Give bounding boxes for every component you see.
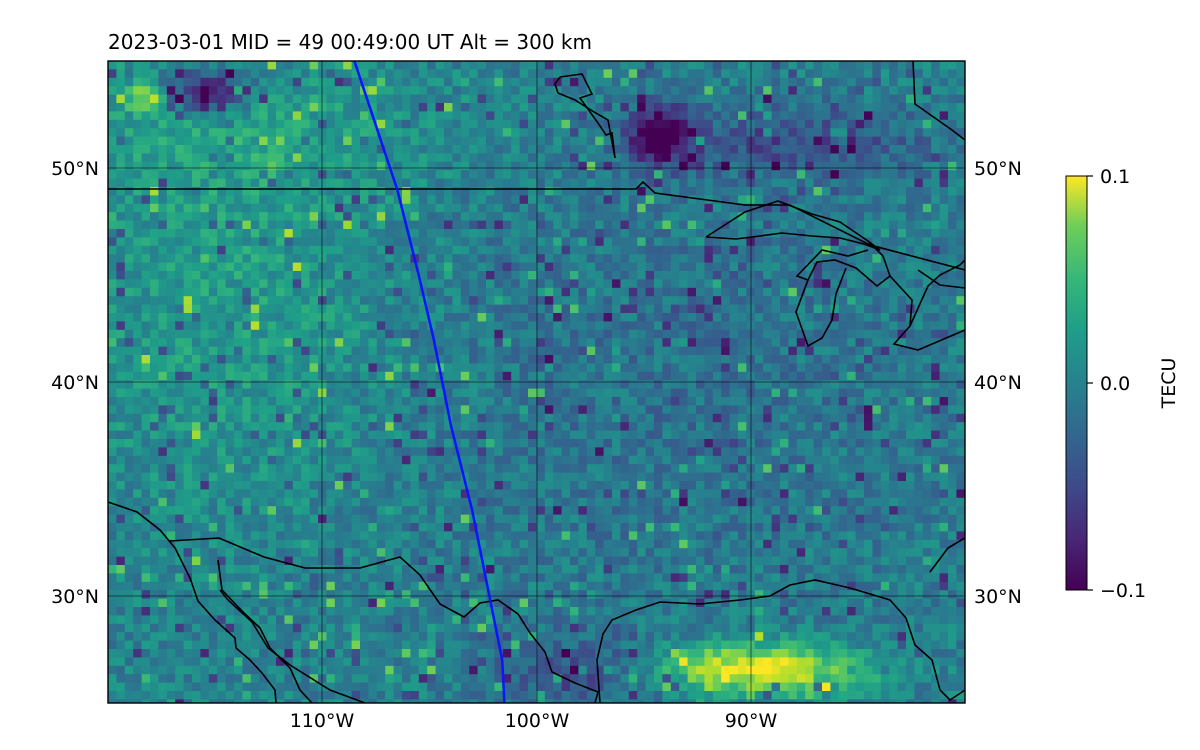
lon-labels: 110°W 100°W 90°W xyxy=(290,710,778,732)
gulf-of-california-coast xyxy=(217,559,313,703)
lon-label: 100°W xyxy=(505,710,570,732)
map-area xyxy=(108,61,965,703)
lake-winnipeg xyxy=(554,73,616,159)
colorbar: 0.1 0.0 −0.1 TECU xyxy=(1065,166,1180,602)
lat-label: 50°N xyxy=(51,158,99,180)
map-title: 2023-03-01 MID = 49 00:49:00 UT Alt = 30… xyxy=(108,30,592,54)
lat-label: 40°N xyxy=(974,372,1022,394)
lat-labels-left: 50°N 40°N 30°N xyxy=(51,158,99,608)
florida-coast xyxy=(929,537,965,573)
colorbar-tick-label: 0.1 xyxy=(1100,166,1130,188)
satellite-track xyxy=(353,61,506,703)
colorbar-gradient xyxy=(1065,175,1088,591)
lake-superior xyxy=(705,200,881,251)
lat-label: 30°N xyxy=(51,586,99,608)
colorbar-tick-label: −0.1 xyxy=(1100,580,1146,602)
tec-heatmap xyxy=(108,61,965,703)
lon-label: 110°W xyxy=(290,710,355,732)
lake-erie xyxy=(892,325,965,351)
map-gridlines xyxy=(108,61,965,703)
lake-huron-east xyxy=(917,269,965,289)
us-canada-border xyxy=(108,180,965,271)
gulf-of-mexico-coast xyxy=(596,579,965,703)
colorbar-tick-label: 0.0 xyxy=(1100,373,1130,395)
lat-labels-right: 50°N 40°N 30°N xyxy=(974,158,1022,608)
lat-label: 30°N xyxy=(974,586,1022,608)
coastlines-and-borders xyxy=(108,61,965,703)
lake-michigan xyxy=(795,240,891,288)
hudson-bay-shore xyxy=(912,61,965,141)
lat-label: 40°N xyxy=(51,372,99,394)
lon-label: 90°W xyxy=(725,710,778,732)
us-mexico-border xyxy=(169,537,599,703)
lat-label: 50°N xyxy=(974,158,1022,180)
colorbar-label: TECU xyxy=(1158,358,1180,410)
mexico-mainland-coast xyxy=(219,589,366,703)
map-frame xyxy=(107,60,966,704)
baja-california-coast xyxy=(108,501,277,703)
lake-huron xyxy=(889,259,965,327)
lake-michigan-west-shore xyxy=(795,267,847,348)
